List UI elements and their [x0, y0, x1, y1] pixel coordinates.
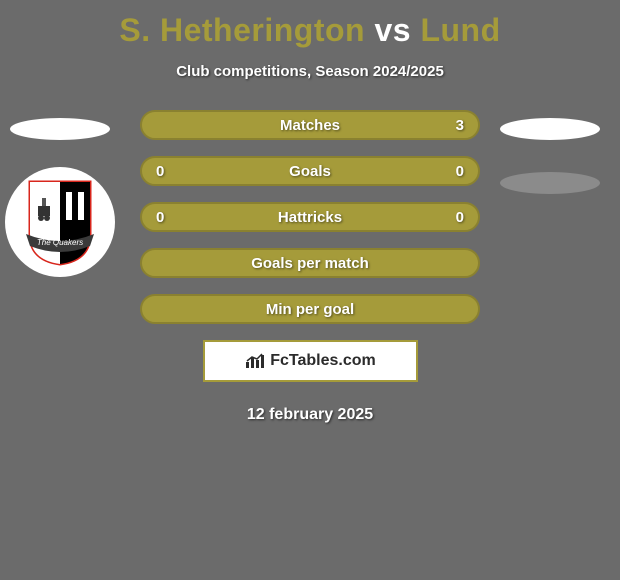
- stat-right-value: 0: [456, 209, 464, 226]
- brand-label: FcTables.com: [270, 352, 376, 370]
- player1-placeholder-icon: [10, 118, 110, 140]
- date-text: 12 february 2025: [140, 406, 480, 424]
- player1-name: S. Hetherington: [119, 12, 365, 48]
- stat-label: Goals: [289, 163, 331, 180]
- brand-text: FcTables.com: [244, 352, 376, 370]
- stat-left-value: 0: [156, 209, 164, 226]
- team2-placeholder-icon: [500, 172, 600, 194]
- stat-label: Matches: [280, 117, 340, 134]
- player2-placeholder-icon: [500, 118, 600, 140]
- brand-box[interactable]: FcTables.com: [203, 340, 418, 382]
- comparison-container: The Quakers Matches 3 0 Goals 0 0 Hattri…: [0, 110, 620, 424]
- stat-row-goals: 0 Goals 0: [140, 156, 480, 186]
- svg-text:The Quakers: The Quakers: [37, 238, 83, 247]
- team1-badge-icon: The Quakers: [5, 167, 115, 277]
- stat-row-goals-per-match: Goals per match: [140, 248, 480, 278]
- stats-column: Matches 3 0 Goals 0 0 Hattricks 0 Goals …: [140, 110, 480, 424]
- stat-label: Goals per match: [251, 255, 369, 272]
- stat-right-value: 3: [456, 117, 464, 134]
- page-title: S. Hetherington vs Lund: [0, 0, 620, 49]
- stat-row-hattricks: 0 Hattricks 0: [140, 202, 480, 232]
- stat-row-matches: Matches 3: [140, 110, 480, 140]
- stat-label: Hattricks: [278, 209, 342, 226]
- left-column: The Quakers: [10, 110, 110, 277]
- right-column: [500, 110, 600, 226]
- stat-right-value: 0: [456, 163, 464, 180]
- stat-row-min-per-goal: Min per goal: [140, 294, 480, 324]
- vs-text: vs: [374, 12, 411, 48]
- stat-label: Min per goal: [266, 301, 354, 318]
- player2-name: Lund: [420, 12, 500, 48]
- chart-icon: [244, 352, 266, 370]
- subtitle: Club competitions, Season 2024/2025: [0, 63, 620, 80]
- stat-left-value: 0: [156, 163, 164, 180]
